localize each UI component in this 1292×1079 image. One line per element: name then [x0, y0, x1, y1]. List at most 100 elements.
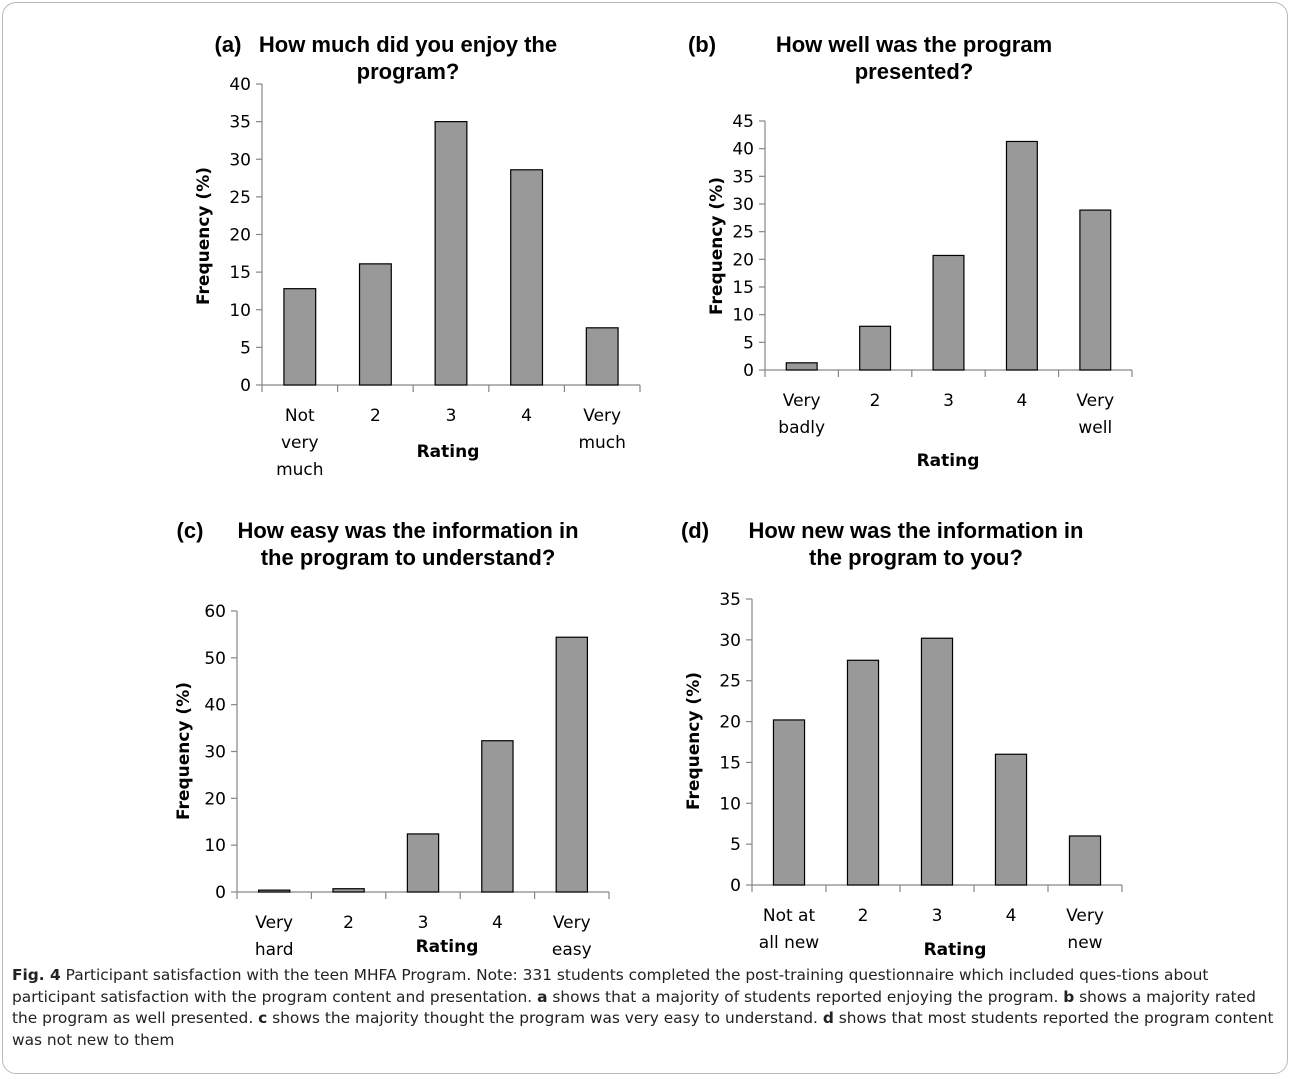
- chart-c-x-tick-label: hard: [255, 940, 294, 960]
- caption-text-b: shows a majority rated the program as we…: [12, 987, 1256, 1028]
- chart-d-x-tick-label: all new: [759, 933, 820, 953]
- chart-a-x-tick-label: much: [578, 433, 625, 453]
- chart-c-bar: [481, 740, 514, 893]
- chart-a-x-tick-label: very: [281, 433, 319, 453]
- chart-b-x-tick-label: well: [1078, 418, 1112, 438]
- chart-c-y-tick-label: 50: [204, 649, 226, 669]
- chart-c-x-axis-title: Rating: [416, 937, 479, 957]
- chart-a-x-tick-label: Very: [583, 406, 621, 426]
- caption-text-1: Participant satisfaction with the teen M…: [12, 966, 1209, 1006]
- chart-a-y-axis-title: Frequency (%): [194, 167, 214, 305]
- chart-a-y-tick-label: 30: [229, 150, 251, 170]
- chart-d-y-tick-label: 15: [719, 753, 741, 773]
- chart-a-y-tick-label: 40: [229, 75, 251, 95]
- chart-a-bar: [283, 288, 317, 386]
- chart-b-title-line-1: How well was the program: [776, 32, 1052, 57]
- chart-b-bar: [1079, 209, 1112, 371]
- chart-b-bar: [785, 362, 818, 371]
- chart-b-x-tick-label: Very: [1076, 391, 1114, 411]
- chart-c-y-tick-label: 40: [204, 696, 226, 716]
- chart-d-y-tick-label: 35: [719, 590, 741, 610]
- chart-d-y-tick-label: 30: [719, 631, 741, 651]
- chart-c-x-tick-label: 2: [343, 913, 354, 933]
- chart-b-title-line-2: presented?: [855, 59, 974, 84]
- chart-a-bar: [585, 327, 619, 386]
- chart-d-x-tick-label: new: [1067, 933, 1102, 953]
- chart-c-panel-label: (c): [177, 518, 204, 543]
- chart-c-x-tick-label: Very: [255, 913, 293, 933]
- chart-c-y-tick-label: 20: [204, 789, 226, 809]
- chart-b-y-tick-label: 20: [732, 250, 754, 270]
- chart-b-panel-label: (b): [688, 32, 716, 57]
- chart-d-x-tick-label: 3: [932, 906, 943, 926]
- caption-ref-a: a: [537, 987, 548, 1006]
- chart-c-title-line-2: the program to understand?: [261, 545, 556, 570]
- chart-d-y-tick-label: 0: [730, 876, 741, 896]
- chart-a-bar: [434, 121, 468, 386]
- chart-d-x-tick-label: Very: [1066, 906, 1104, 926]
- chart-d-y-tick-label: 25: [719, 672, 741, 692]
- chart-a-y-tick-label: 0: [240, 376, 251, 396]
- chart-b-bar: [859, 325, 892, 371]
- chart-c-y-tick-label: 60: [204, 602, 226, 622]
- chart-a-bar: [510, 169, 544, 386]
- caption-ref-b: b: [1063, 987, 1075, 1006]
- chart-b-x-tick-label: badly: [778, 418, 825, 438]
- chart-b-bar: [1005, 140, 1038, 371]
- chart-c-x-tick-label: Very: [553, 913, 591, 933]
- chart-b-bar: [932, 254, 965, 371]
- chart-b-x-tick-label: Very: [783, 391, 821, 411]
- chart-a-x-tick-label: much: [276, 460, 323, 480]
- chart-a-panel-label: (a): [215, 32, 242, 57]
- chart-c-bar: [332, 888, 365, 893]
- chart-b-y-tick-label: 15: [732, 278, 754, 298]
- chart-b-y-tick-label: 30: [732, 195, 754, 215]
- chart-d-panel-label: (d): [681, 518, 709, 543]
- chart-d-bar: [1068, 835, 1102, 886]
- caption-ref-c: c: [258, 1009, 268, 1027]
- chart-a-y-tick-label: 15: [229, 263, 251, 283]
- chart-d-x-tick-label: Not at: [763, 906, 816, 926]
- chart-c-bar: [257, 889, 291, 893]
- chart-d-x-axis-title: Rating: [924, 940, 987, 960]
- chart-d-title-line-1: How new was the information in: [749, 518, 1084, 543]
- chart-b-y-tick-label: 5: [743, 333, 754, 353]
- chart-a-x-tick-label: 3: [446, 406, 457, 426]
- chart-d-y-tick-label: 10: [719, 794, 741, 814]
- chart-d-x-tick-label: 4: [1006, 906, 1017, 926]
- chart-d-x-tick-label: 2: [858, 906, 869, 926]
- figure-caption: Fig. 4 Participant satisfaction with the…: [12, 965, 1280, 1051]
- chart-a-x-tick-label: 2: [370, 406, 381, 426]
- chart-b-x-tick-label: 4: [1016, 391, 1027, 411]
- chart-c-bar: [406, 833, 440, 893]
- chart-c-x-tick-label: 3: [418, 913, 429, 933]
- chart-a-y-tick-label: 10: [229, 301, 251, 321]
- chart-b-y-tick-label: 0: [743, 361, 754, 381]
- chart-a-y-tick-label: 35: [229, 113, 251, 133]
- chart-d-bar: [772, 719, 806, 886]
- chart-c-y-axis-title: Frequency (%): [174, 682, 194, 820]
- chart-d-bar: [920, 637, 954, 886]
- chart-a-y-tick-label: 5: [240, 338, 251, 358]
- chart-c-x-tick-label: easy: [552, 940, 592, 960]
- chart-a-title-line-2: program?: [357, 59, 460, 84]
- chart-a-x-tick-label: 4: [521, 406, 532, 426]
- chart-a-x-tick-label: Not: [285, 406, 315, 426]
- chart-b-x-tick-label: 3: [943, 391, 954, 411]
- chart-d-bar: [846, 659, 880, 886]
- chart-a-bar: [358, 263, 392, 386]
- chart-b-x-axis-title: Rating: [917, 451, 980, 471]
- caption-text-a: shows that a majority of students report…: [547, 987, 1064, 1006]
- chart-b-x-tick-label: 2: [870, 391, 881, 411]
- caption-fig-label: Fig. 4: [12, 966, 61, 984]
- chart-c-title-line-1: How easy was the information in: [237, 518, 578, 543]
- chart-d-bar: [994, 753, 1028, 886]
- chart-b-y-tick-label: 10: [732, 306, 754, 326]
- chart-d-title-line-2: the program to you?: [809, 545, 1023, 570]
- chart-c-bar: [555, 636, 589, 893]
- chart-c-y-tick-label: 30: [204, 743, 226, 763]
- caption-text-d: shows that most students reported the pr…: [12, 1009, 1274, 1049]
- chart-b-y-tick-label: 40: [732, 140, 754, 160]
- chart-d-y-tick-label: 20: [719, 713, 741, 733]
